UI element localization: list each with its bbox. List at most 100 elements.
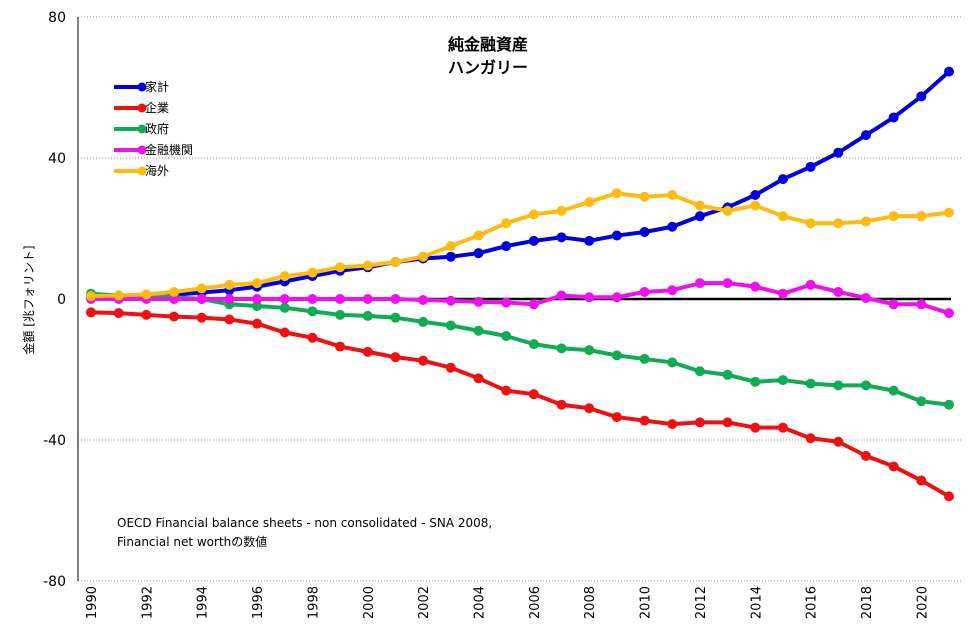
data-point: [916, 396, 927, 407]
data-point: [750, 422, 761, 433]
data-point: [362, 310, 373, 321]
data-point: [169, 286, 180, 297]
data-point: [833, 147, 844, 158]
data-point: [501, 241, 512, 252]
y-tick-label: -40: [43, 433, 66, 449]
data-point: [944, 207, 954, 218]
data-point: [252, 301, 263, 312]
data-point: [860, 216, 871, 227]
x-tick-label: 2010: [639, 586, 654, 619]
chart-title: 純金融資産: [448, 35, 528, 54]
series-2: [86, 307, 954, 502]
legend-item: 金融機関: [114, 142, 193, 157]
y-tick-label: 0: [57, 292, 66, 308]
data-point: [307, 306, 318, 317]
legend-item: 海外: [114, 163, 169, 178]
data-point: [805, 378, 816, 389]
data-point: [584, 292, 595, 303]
data-point: [833, 436, 844, 447]
legend-swatch-marker: [137, 103, 147, 113]
data-point: [888, 112, 899, 123]
source-note-line-1: OECD Financial balance sheets - non cons…: [117, 516, 492, 530]
x-tick-label: 1994: [196, 586, 211, 619]
legend-swatch-marker: [137, 124, 147, 134]
data-point: [445, 362, 456, 373]
series-4: [86, 278, 954, 319]
y-axis: 80 40 0 -40 -80: [43, 10, 79, 590]
x-tick-label: 1998: [306, 586, 321, 619]
data-point: [584, 197, 595, 208]
y-axis-label: 金額 [兆フォリント]: [21, 245, 36, 354]
data-point: [888, 461, 899, 472]
data-point: [556, 232, 567, 243]
data-point: [501, 331, 512, 342]
data-point: [805, 218, 816, 229]
data-point: [667, 221, 678, 232]
data-point: [888, 385, 899, 396]
data-point: [252, 294, 263, 304]
x-tick-label: 2012: [694, 586, 709, 619]
data-point: [307, 267, 318, 278]
data-point: [667, 285, 678, 296]
x-tick-label: 2018: [860, 586, 875, 619]
data-point: [445, 295, 456, 306]
data-point: [473, 296, 484, 307]
data-point: [362, 294, 373, 304]
data-point: [860, 450, 871, 461]
data-point: [805, 161, 816, 172]
data-point: [833, 380, 844, 391]
data-point: [445, 241, 456, 252]
data-point: [335, 294, 346, 304]
data-point: [196, 294, 207, 304]
data-point: [694, 417, 705, 428]
data-point: [667, 190, 678, 201]
data-point: [777, 375, 788, 386]
legend-item: 企業: [114, 100, 169, 115]
data-point: [473, 248, 484, 259]
data-point: [390, 312, 401, 323]
data-point: [722, 205, 733, 216]
data-point: [307, 332, 318, 343]
x-tick-label: 2006: [528, 586, 543, 619]
data-point: [833, 286, 844, 297]
data-point: [556, 205, 567, 216]
data-point: [279, 302, 290, 313]
legend-swatch-marker: [137, 145, 147, 155]
data-point: [888, 299, 899, 310]
data-point: [611, 188, 622, 199]
data-point: [418, 295, 429, 306]
data-point: [611, 412, 622, 423]
data-point: [473, 325, 484, 336]
data-point: [805, 433, 816, 444]
data-point: [584, 403, 595, 414]
source-note-line-2: Financial net worthの数値: [117, 534, 267, 549]
data-point: [556, 290, 567, 301]
series-3: [86, 288, 954, 410]
data-point: [224, 294, 235, 304]
data-point: [169, 311, 180, 322]
data-point: [944, 491, 954, 502]
data-point: [694, 278, 705, 289]
data-point: [113, 308, 124, 319]
x-tick-label: 2014: [749, 586, 764, 619]
chart-subtitle: ハンガリー: [448, 58, 528, 77]
data-point: [113, 290, 124, 301]
data-point: [556, 343, 567, 354]
data-point: [141, 289, 152, 300]
data-point: [750, 376, 761, 387]
data-point: [86, 291, 96, 302]
data-point: [528, 389, 539, 400]
data-point: [169, 294, 180, 304]
data-point: [141, 309, 152, 320]
series-5: [86, 188, 954, 302]
data-point: [639, 353, 650, 364]
data-point: [279, 327, 290, 338]
data-point: [916, 211, 927, 222]
data-point: [196, 312, 207, 323]
data-point: [252, 278, 263, 289]
data-point: [888, 211, 899, 222]
data-point: [944, 66, 954, 77]
data-point: [611, 350, 622, 361]
data-point: [777, 174, 788, 185]
